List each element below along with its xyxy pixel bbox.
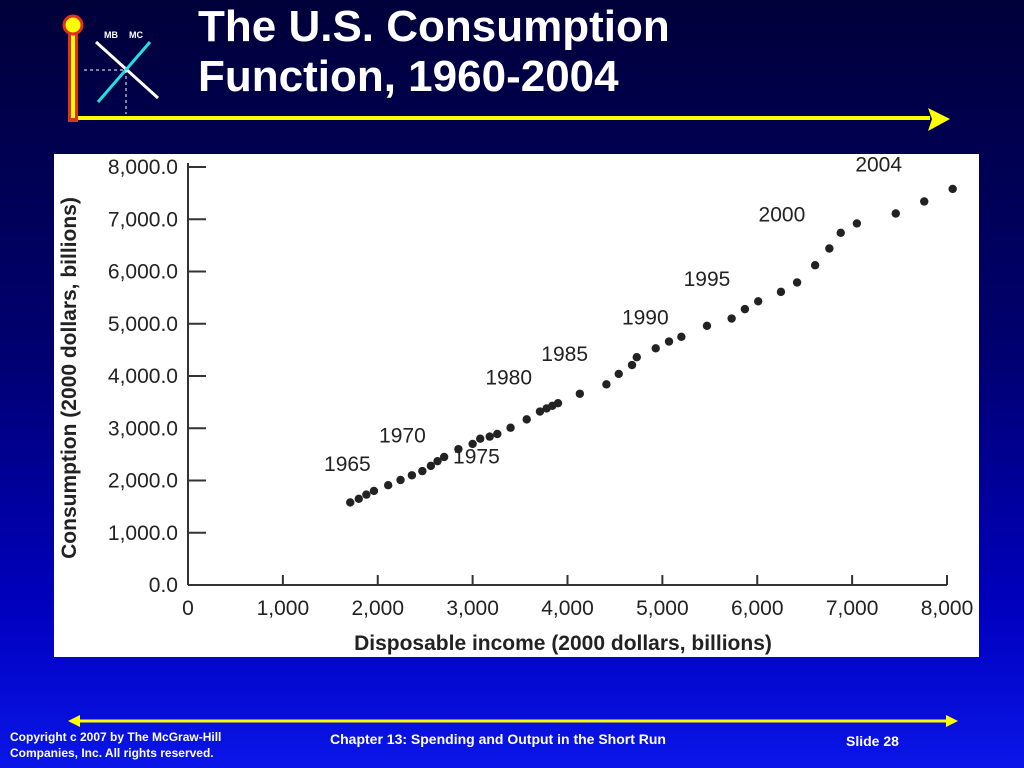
data-point <box>535 407 545 416</box>
x-tick-label: 6,000 <box>731 597 784 620</box>
data-point <box>627 360 637 370</box>
chart-points <box>346 184 957 507</box>
chart-axes <box>187 163 947 586</box>
y-tick-label: 5,000.0 <box>108 313 178 336</box>
x-tick-label: 1,000 <box>257 597 310 620</box>
y-tick-label: 6,000.0 <box>108 261 178 284</box>
y-tick-label: 7,000.0 <box>108 208 178 231</box>
x-tick-label: 5,000 <box>636 597 689 620</box>
data-point <box>354 494 363 503</box>
year-annotation: 1985 <box>541 343 588 366</box>
year-annotation: 1975 <box>453 445 500 468</box>
data-point <box>677 332 686 342</box>
year-annotation: 1965 <box>324 453 371 476</box>
consumption-scatter-chart: 0 1,000 2,000 3,000 4,000 5,000 6,000 7,000 8,00… <box>58 154 973 655</box>
year-annotation: 2000 <box>759 203 806 226</box>
data-point <box>454 444 463 454</box>
data-point <box>476 434 485 443</box>
logo-mb-label: MB <box>104 30 118 40</box>
y-axis-label: Consumption (2000 dollars, billions) <box>58 197 81 559</box>
x-tick-label: 2,000 <box>351 597 404 620</box>
data-point <box>418 466 427 476</box>
x-tick-label: 3,000 <box>446 597 499 620</box>
data-point <box>614 369 623 379</box>
year-annotation: 1995 <box>684 268 731 291</box>
footer-double-arrow <box>68 715 958 727</box>
data-point <box>407 471 417 480</box>
data-point <box>362 490 371 499</box>
data-point <box>426 461 436 471</box>
y-tick-label: 3,000.0 <box>108 417 178 440</box>
data-point <box>948 184 957 194</box>
slide-title-line1: The U.S. Consumption <box>198 2 670 51</box>
data-point <box>920 197 929 206</box>
data-point <box>836 228 845 238</box>
y-tick-label: 8,000.0 <box>108 156 178 179</box>
logo-top-knob <box>62 14 84 36</box>
y-tick-label: 2,000.0 <box>108 470 178 493</box>
x-tick-label: 0 <box>182 597 194 620</box>
header-logo: MB MC <box>62 14 950 131</box>
y-tick-label: 0.0 <box>149 574 178 597</box>
year-annotation: 2004 <box>855 154 902 177</box>
copyright-notice: Copyright c 2007 by The McGraw-Hill Comp… <box>10 729 221 761</box>
data-point <box>346 498 355 507</box>
data-point <box>852 219 862 228</box>
y-tick-label: 1,000.0 <box>108 522 178 545</box>
data-point <box>792 278 802 287</box>
chart-panel: 0 1,000 2,000 3,000 4,000 5,000 6,000 7,000 8,00… <box>54 154 979 657</box>
data-point <box>369 486 379 496</box>
data-point <box>776 287 786 297</box>
y-tick-label: 4,000.0 <box>108 365 178 388</box>
logo-mc-curve <box>96 41 152 103</box>
data-point <box>740 304 750 314</box>
slide-number: Slide 28 <box>846 733 899 749</box>
data-point <box>891 209 900 218</box>
data-point <box>810 261 820 270</box>
data-point <box>651 344 660 353</box>
data-point <box>825 244 834 253</box>
x-axis-label: Disposable income (2000 dollars, billion… <box>354 632 772 655</box>
data-point <box>727 314 736 323</box>
year-annotation: 1980 <box>485 366 532 389</box>
year-annotation: 1990 <box>622 306 669 329</box>
data-point <box>632 352 641 362</box>
chapter-caption: Chapter 13: Spending and Output in the S… <box>330 731 666 747</box>
header-arrow-head <box>928 108 950 131</box>
data-point <box>575 389 585 398</box>
copyright-line1: Copyright c 2007 by The McGraw-Hill <box>10 730 222 744</box>
data-point <box>553 398 563 408</box>
chart-ticks: 0 1,000 2,000 3,000 4,000 5,000 6,000 7,000 8,00… <box>108 156 973 620</box>
data-point <box>439 452 449 462</box>
data-point <box>702 321 712 331</box>
data-point <box>493 429 502 439</box>
data-point <box>506 423 515 432</box>
slide-title: The U.S. Consumption Function, 1960-2004 <box>198 2 670 102</box>
x-tick-label: 4,000 <box>541 597 594 620</box>
slide-title-line2: Function, 1960-2004 <box>198 52 619 101</box>
data-point <box>485 432 494 441</box>
logo-vertical-bar-inner <box>71 32 75 118</box>
data-point <box>396 475 405 485</box>
data-point <box>753 297 763 306</box>
year-annotation: 1970 <box>379 424 426 447</box>
data-point <box>664 337 674 346</box>
data-point <box>468 439 477 449</box>
logo-mc-label: MC <box>129 30 143 40</box>
data-point <box>383 481 393 490</box>
chart-annotations: 1965 1970 1975 1980 1985 1990 1995 2000 2004 <box>324 154 902 476</box>
data-point <box>602 380 611 389</box>
x-tick-label: 8,000 <box>921 597 974 620</box>
data-point <box>522 415 531 424</box>
data-point <box>433 456 442 466</box>
copyright-line2: Companies, Inc. All rights reserved. <box>10 746 214 760</box>
x-tick-label: 7,000 <box>826 597 879 620</box>
